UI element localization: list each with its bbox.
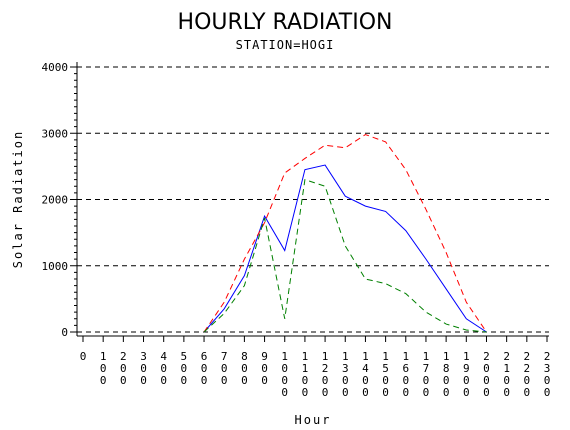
y-tick-label: 2000 <box>42 194 69 207</box>
y-tick-label: 3000 <box>42 127 69 140</box>
y-tick-label: 1000 <box>42 260 69 273</box>
x-tick-labels: 0 1 0 0 2 0 0 3 0 0 4 0 0 5 0 0 6 0 0 7 0 0 8 0 0 9 0 0 1 0 0 0 1 1 0 0 1 2 0 0… <box>80 350 551 399</box>
y-tick-label: 0 <box>61 326 68 339</box>
y-axis-label: Solar Radiation <box>11 130 25 268</box>
series-lines <box>203 134 487 333</box>
x-tick-label: 0 <box>80 350 87 363</box>
chart-title: HOURLY RADIATION <box>178 10 393 35</box>
y-axis-label-group: Solar Radiation <box>11 130 25 268</box>
axes <box>70 62 549 342</box>
y-tick-label: 4000 <box>42 61 69 74</box>
series-line-1 <box>203 164 487 333</box>
series-line-2 <box>203 134 487 333</box>
y-tick-labels: 0 1000 2000 3000 4000 <box>42 61 69 339</box>
x-axis-label: Hour <box>295 413 332 427</box>
chart-subtitle: STATION=HOGI <box>236 38 335 52</box>
gridlines <box>77 66 549 333</box>
series-line-3 <box>203 178 487 333</box>
